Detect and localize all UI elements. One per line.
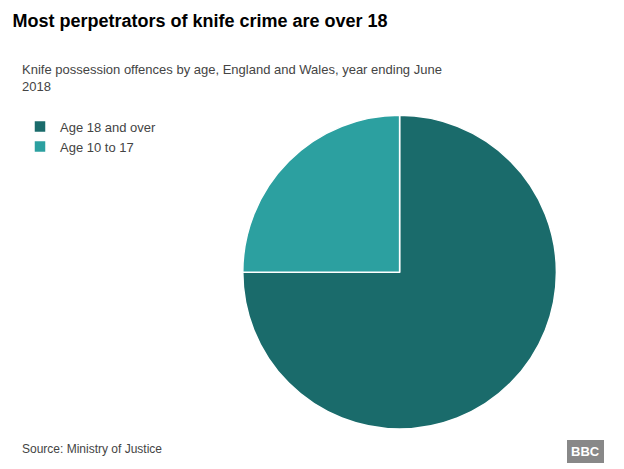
svg-text:Most perpetrators of knife cri: Most perpetrators of knife crime are ove… [12, 11, 387, 31]
svg-text:Age 18 and over: Age 18 and over [60, 120, 156, 135]
svg-text:Knife possession offences by a: Knife possession offences by age, Englan… [22, 62, 442, 94]
svg-text:BBC: BBC [571, 444, 600, 459]
svg-text:Age 10 to 17: Age 10 to 17 [60, 140, 134, 155]
svg-text:Source: Ministry of Justice: Source: Ministry of Justice [22, 442, 162, 456]
